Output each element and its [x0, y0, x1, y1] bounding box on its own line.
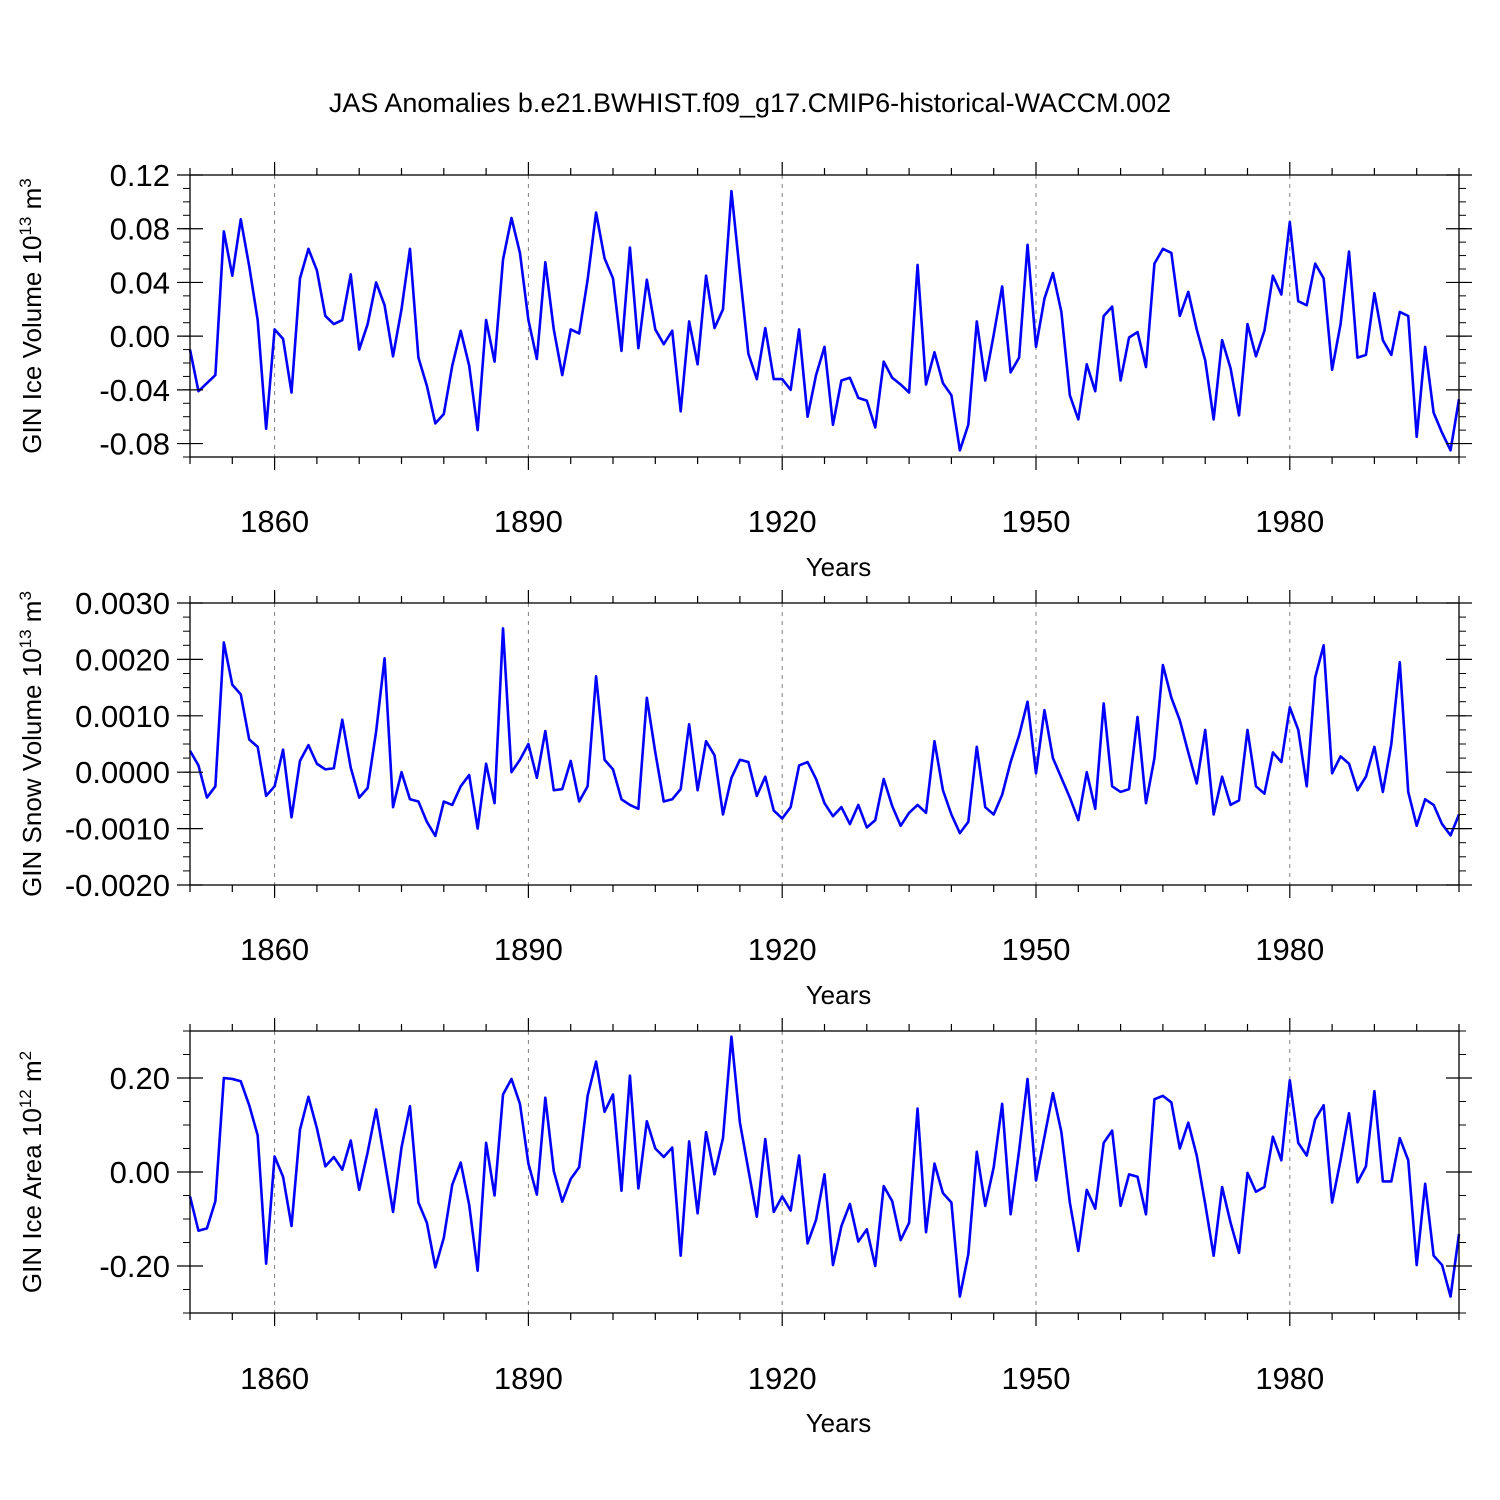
y-axis-label-text: GIN Ice Area 10 [17, 1108, 47, 1293]
x-tick-label: 1890 [494, 504, 563, 539]
panel-snow-volume: 0.0030 0.0020 0.0010 0.0000 -0.0010 -0.0020 18… [16, 586, 1472, 1010]
y-axis-label-unit: m [17, 1060, 47, 1089]
y-tick-label: 0.04 [110, 265, 170, 300]
x-tick-label: 1920 [748, 1361, 817, 1396]
y-axis-label-text: GIN Ice Volume 10 [17, 236, 47, 454]
y-tick-label: 0.12 [110, 158, 170, 193]
data-series-line [188, 1035, 1461, 1298]
x-tick-label: 1860 [240, 932, 309, 967]
y-tick-label: -0.08 [99, 427, 170, 462]
x-tick-label: 1890 [494, 932, 563, 967]
y-axis-label: GIN Ice Volume 1013 m3 [16, 178, 47, 454]
data-series-line [188, 627, 1461, 838]
y-axis-label-exponent: 12 [16, 1089, 35, 1108]
y-axis-label-unit: m [17, 188, 47, 217]
x-tick-label: 1890 [494, 1361, 563, 1396]
y-tick-label: 0.0020 [75, 642, 170, 677]
x-tick-label: 1920 [748, 932, 817, 967]
panel-ice-area: 0.20 0.00 -0.20 1860 1890 1920 1950 1980 Years GI… [16, 1018, 1472, 1438]
data-series-line [188, 189, 1461, 452]
x-tick-label: 1860 [240, 1361, 309, 1396]
x-tick-label: 1950 [1002, 932, 1071, 967]
y-tick-label: 0.0030 [75, 586, 170, 621]
y-axis-label-unit-exponent: 3 [16, 591, 35, 600]
x-tick-label: 1980 [1255, 504, 1324, 539]
x-tick-label: 1950 [1002, 1361, 1071, 1396]
y-tick-label: -0.04 [99, 373, 170, 408]
y-axis-label-unit-exponent: 3 [16, 178, 35, 187]
x-tick-label: 1980 [1255, 1361, 1324, 1396]
y-axis-label-exponent: 13 [16, 217, 35, 236]
x-axis-label: Years [806, 1408, 872, 1438]
y-tick-label: 0.00 [110, 1155, 170, 1190]
y-axis-label-text: GIN Snow Volume 10 [17, 648, 47, 897]
y-axis-label: GIN Snow Volume 1013 m3 [16, 591, 47, 897]
y-tick-label: 0.20 [110, 1061, 170, 1096]
y-axis-label-exponent: 13 [16, 629, 35, 648]
panel-ice-volume: 0.12 0.08 0.04 0.00 -0.04 -0.08 1860 1890 1920 19… [16, 158, 1472, 582]
y-tick-label: 0.08 [110, 212, 170, 247]
y-axis-label-unit: m [17, 601, 47, 630]
x-axis-label: Years [806, 552, 872, 582]
y-axis-label-unit-exponent: 2 [16, 1051, 35, 1060]
x-tick-label: 1980 [1255, 932, 1324, 967]
y-tick-label: -0.0020 [65, 868, 170, 903]
y-tick-label: 0.00 [110, 319, 170, 354]
y-tick-label: 0.0010 [75, 699, 170, 734]
x-tick-label: 1920 [748, 504, 817, 539]
x-tick-label: 1860 [240, 504, 309, 539]
y-tick-label: 0.0000 [75, 755, 170, 790]
y-tick-label: -0.20 [99, 1249, 170, 1284]
x-tick-label: 1950 [1002, 504, 1071, 539]
x-axis-label: Years [806, 980, 872, 1010]
y-axis-label: GIN Ice Area 1012 m2 [16, 1051, 47, 1293]
y-tick-label: -0.0010 [65, 812, 170, 847]
figure-title: JAS Anomalies b.e21.BWHIST.f09_g17.CMIP6… [329, 88, 1171, 118]
